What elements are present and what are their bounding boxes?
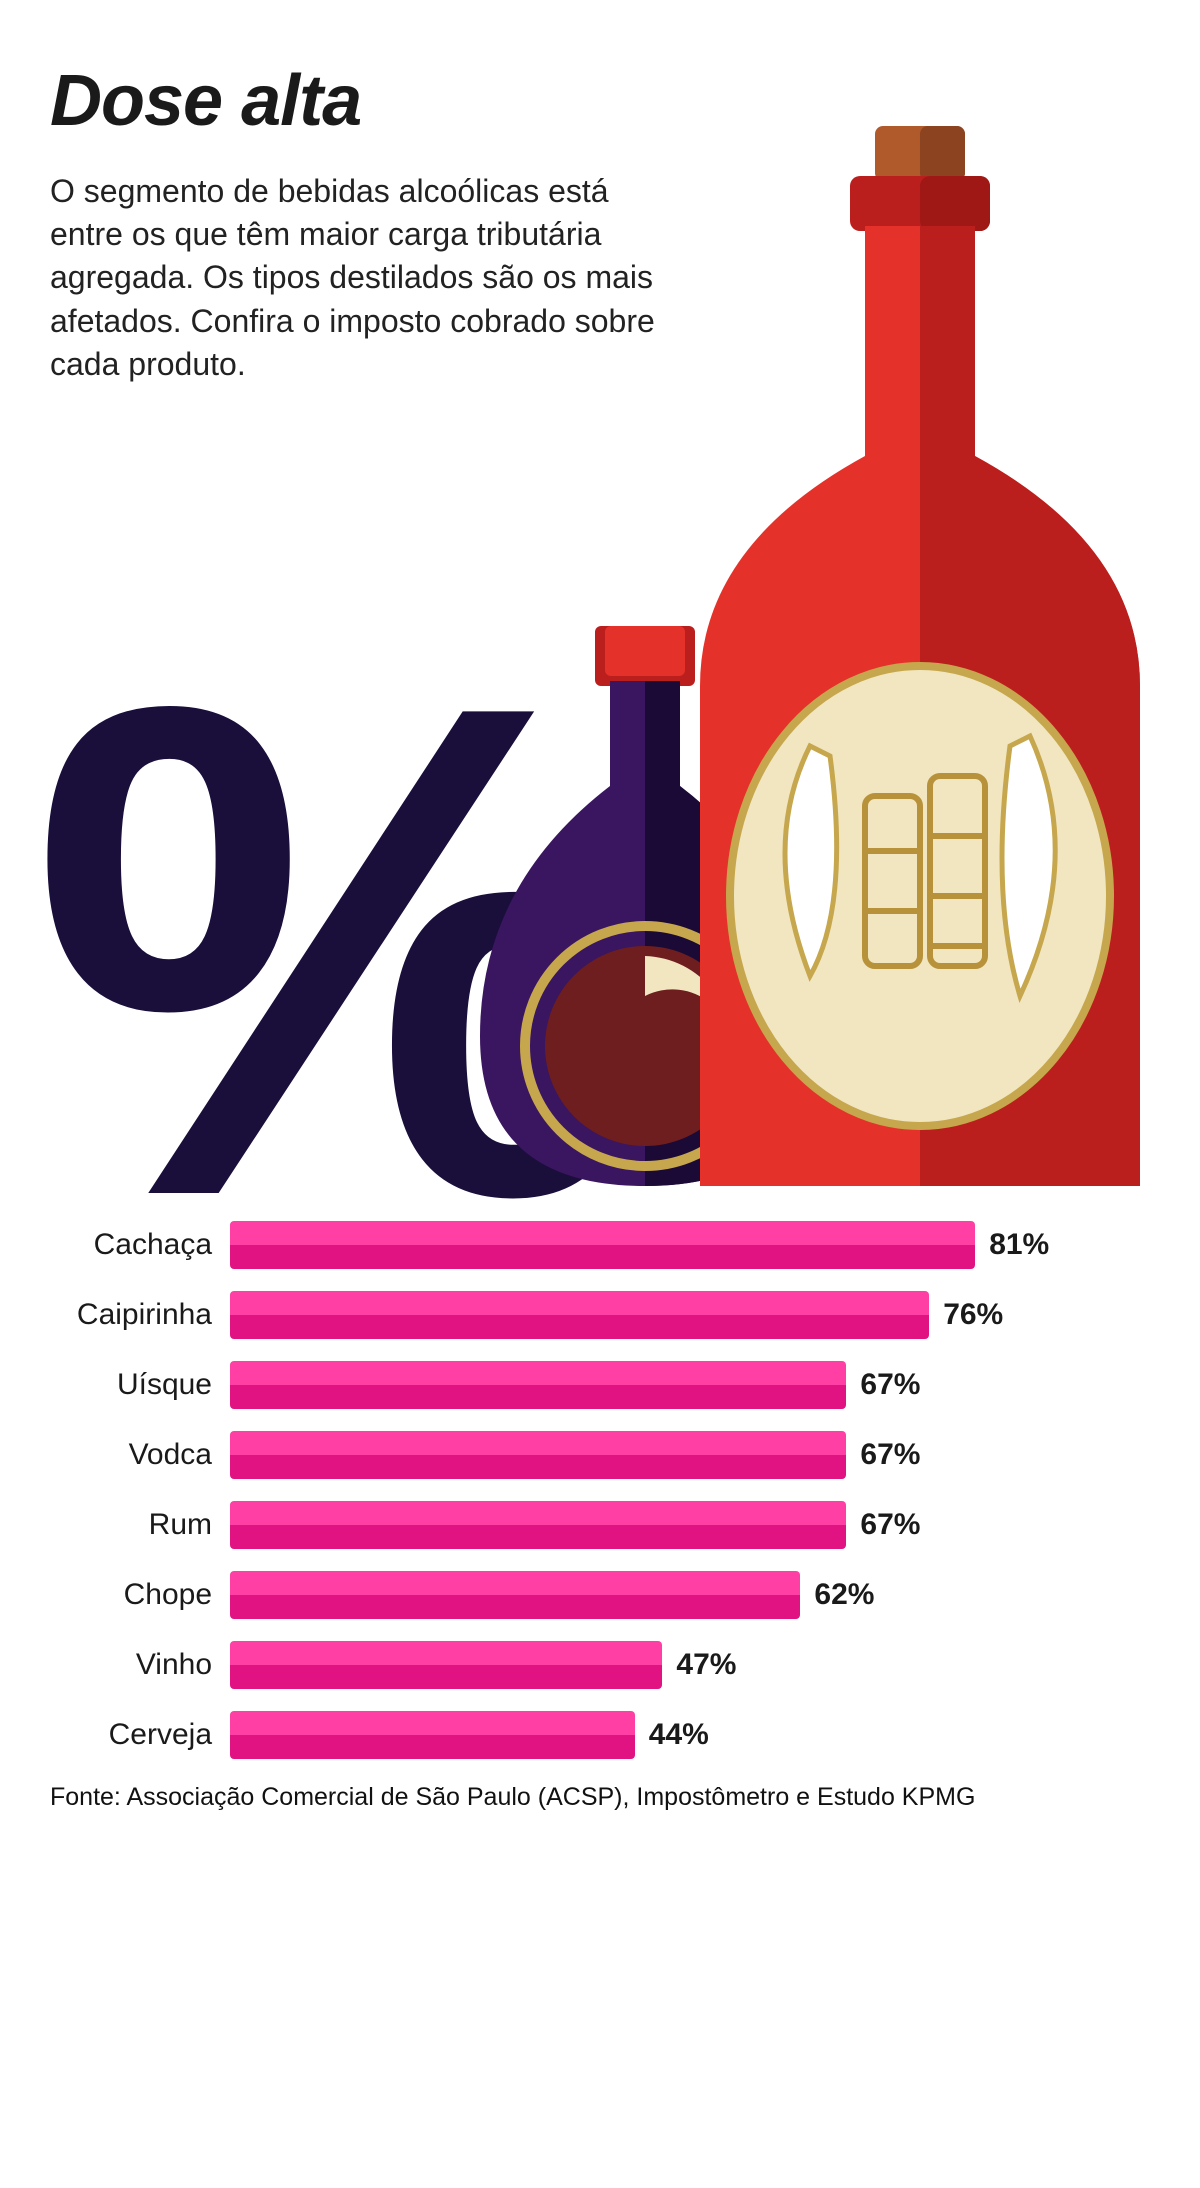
bar-track: 67% bbox=[230, 1501, 1150, 1549]
chart-row: Chope62% bbox=[50, 1571, 1150, 1619]
bar-label: Chope bbox=[50, 1578, 230, 1612]
bar-label: Vodca bbox=[50, 1438, 230, 1472]
bar-shape bbox=[230, 1431, 846, 1479]
bar-fill: 62% bbox=[230, 1571, 800, 1619]
bar-track: 67% bbox=[230, 1431, 1150, 1479]
bar-fill: 47% bbox=[230, 1641, 662, 1689]
bar-track: 62% bbox=[230, 1571, 1150, 1619]
bar-track: 44% bbox=[230, 1711, 1150, 1759]
bar-fill: 44% bbox=[230, 1711, 635, 1759]
bar-track: 67% bbox=[230, 1361, 1150, 1409]
chart-row: Vinho47% bbox=[50, 1641, 1150, 1689]
page-title: Dose alta bbox=[50, 60, 670, 142]
bar-value: 44% bbox=[649, 1718, 709, 1752]
bar-value: 47% bbox=[676, 1648, 736, 1682]
page-subtitle: O segmento de bebidas alcoólicas está en… bbox=[50, 170, 670, 386]
bar-value: 76% bbox=[943, 1298, 1003, 1332]
bar-fill: 67% bbox=[230, 1361, 846, 1409]
bar-label: Vinho bbox=[50, 1648, 230, 1682]
bar-shape bbox=[230, 1711, 635, 1759]
hero-illustration: % bbox=[50, 416, 1150, 1186]
bottle-big-icon bbox=[660, 126, 1180, 1186]
bar-fill: 67% bbox=[230, 1501, 846, 1549]
bar-value: 81% bbox=[989, 1228, 1049, 1262]
bar-label: Cerveja bbox=[50, 1718, 230, 1752]
bar-label: Uísque bbox=[50, 1368, 230, 1402]
chart-row: Rum67% bbox=[50, 1501, 1150, 1549]
chart-row: Vodca67% bbox=[50, 1431, 1150, 1479]
bar-value: 62% bbox=[814, 1578, 874, 1612]
bar-shape bbox=[230, 1501, 846, 1549]
bar-value: 67% bbox=[860, 1438, 920, 1472]
bar-fill: 67% bbox=[230, 1431, 846, 1479]
bar-shape bbox=[230, 1641, 662, 1689]
bar-label: Rum bbox=[50, 1508, 230, 1542]
chart-row: Cerveja44% bbox=[50, 1711, 1150, 1759]
chart-row: Uísque67% bbox=[50, 1361, 1150, 1409]
bar-value: 67% bbox=[860, 1368, 920, 1402]
bar-track: 47% bbox=[230, 1641, 1150, 1689]
bar-value: 67% bbox=[860, 1508, 920, 1542]
source-text: Fonte: Associação Comercial de São Paulo… bbox=[50, 1783, 1150, 1812]
bar-shape bbox=[230, 1361, 846, 1409]
bar-shape bbox=[230, 1571, 800, 1619]
